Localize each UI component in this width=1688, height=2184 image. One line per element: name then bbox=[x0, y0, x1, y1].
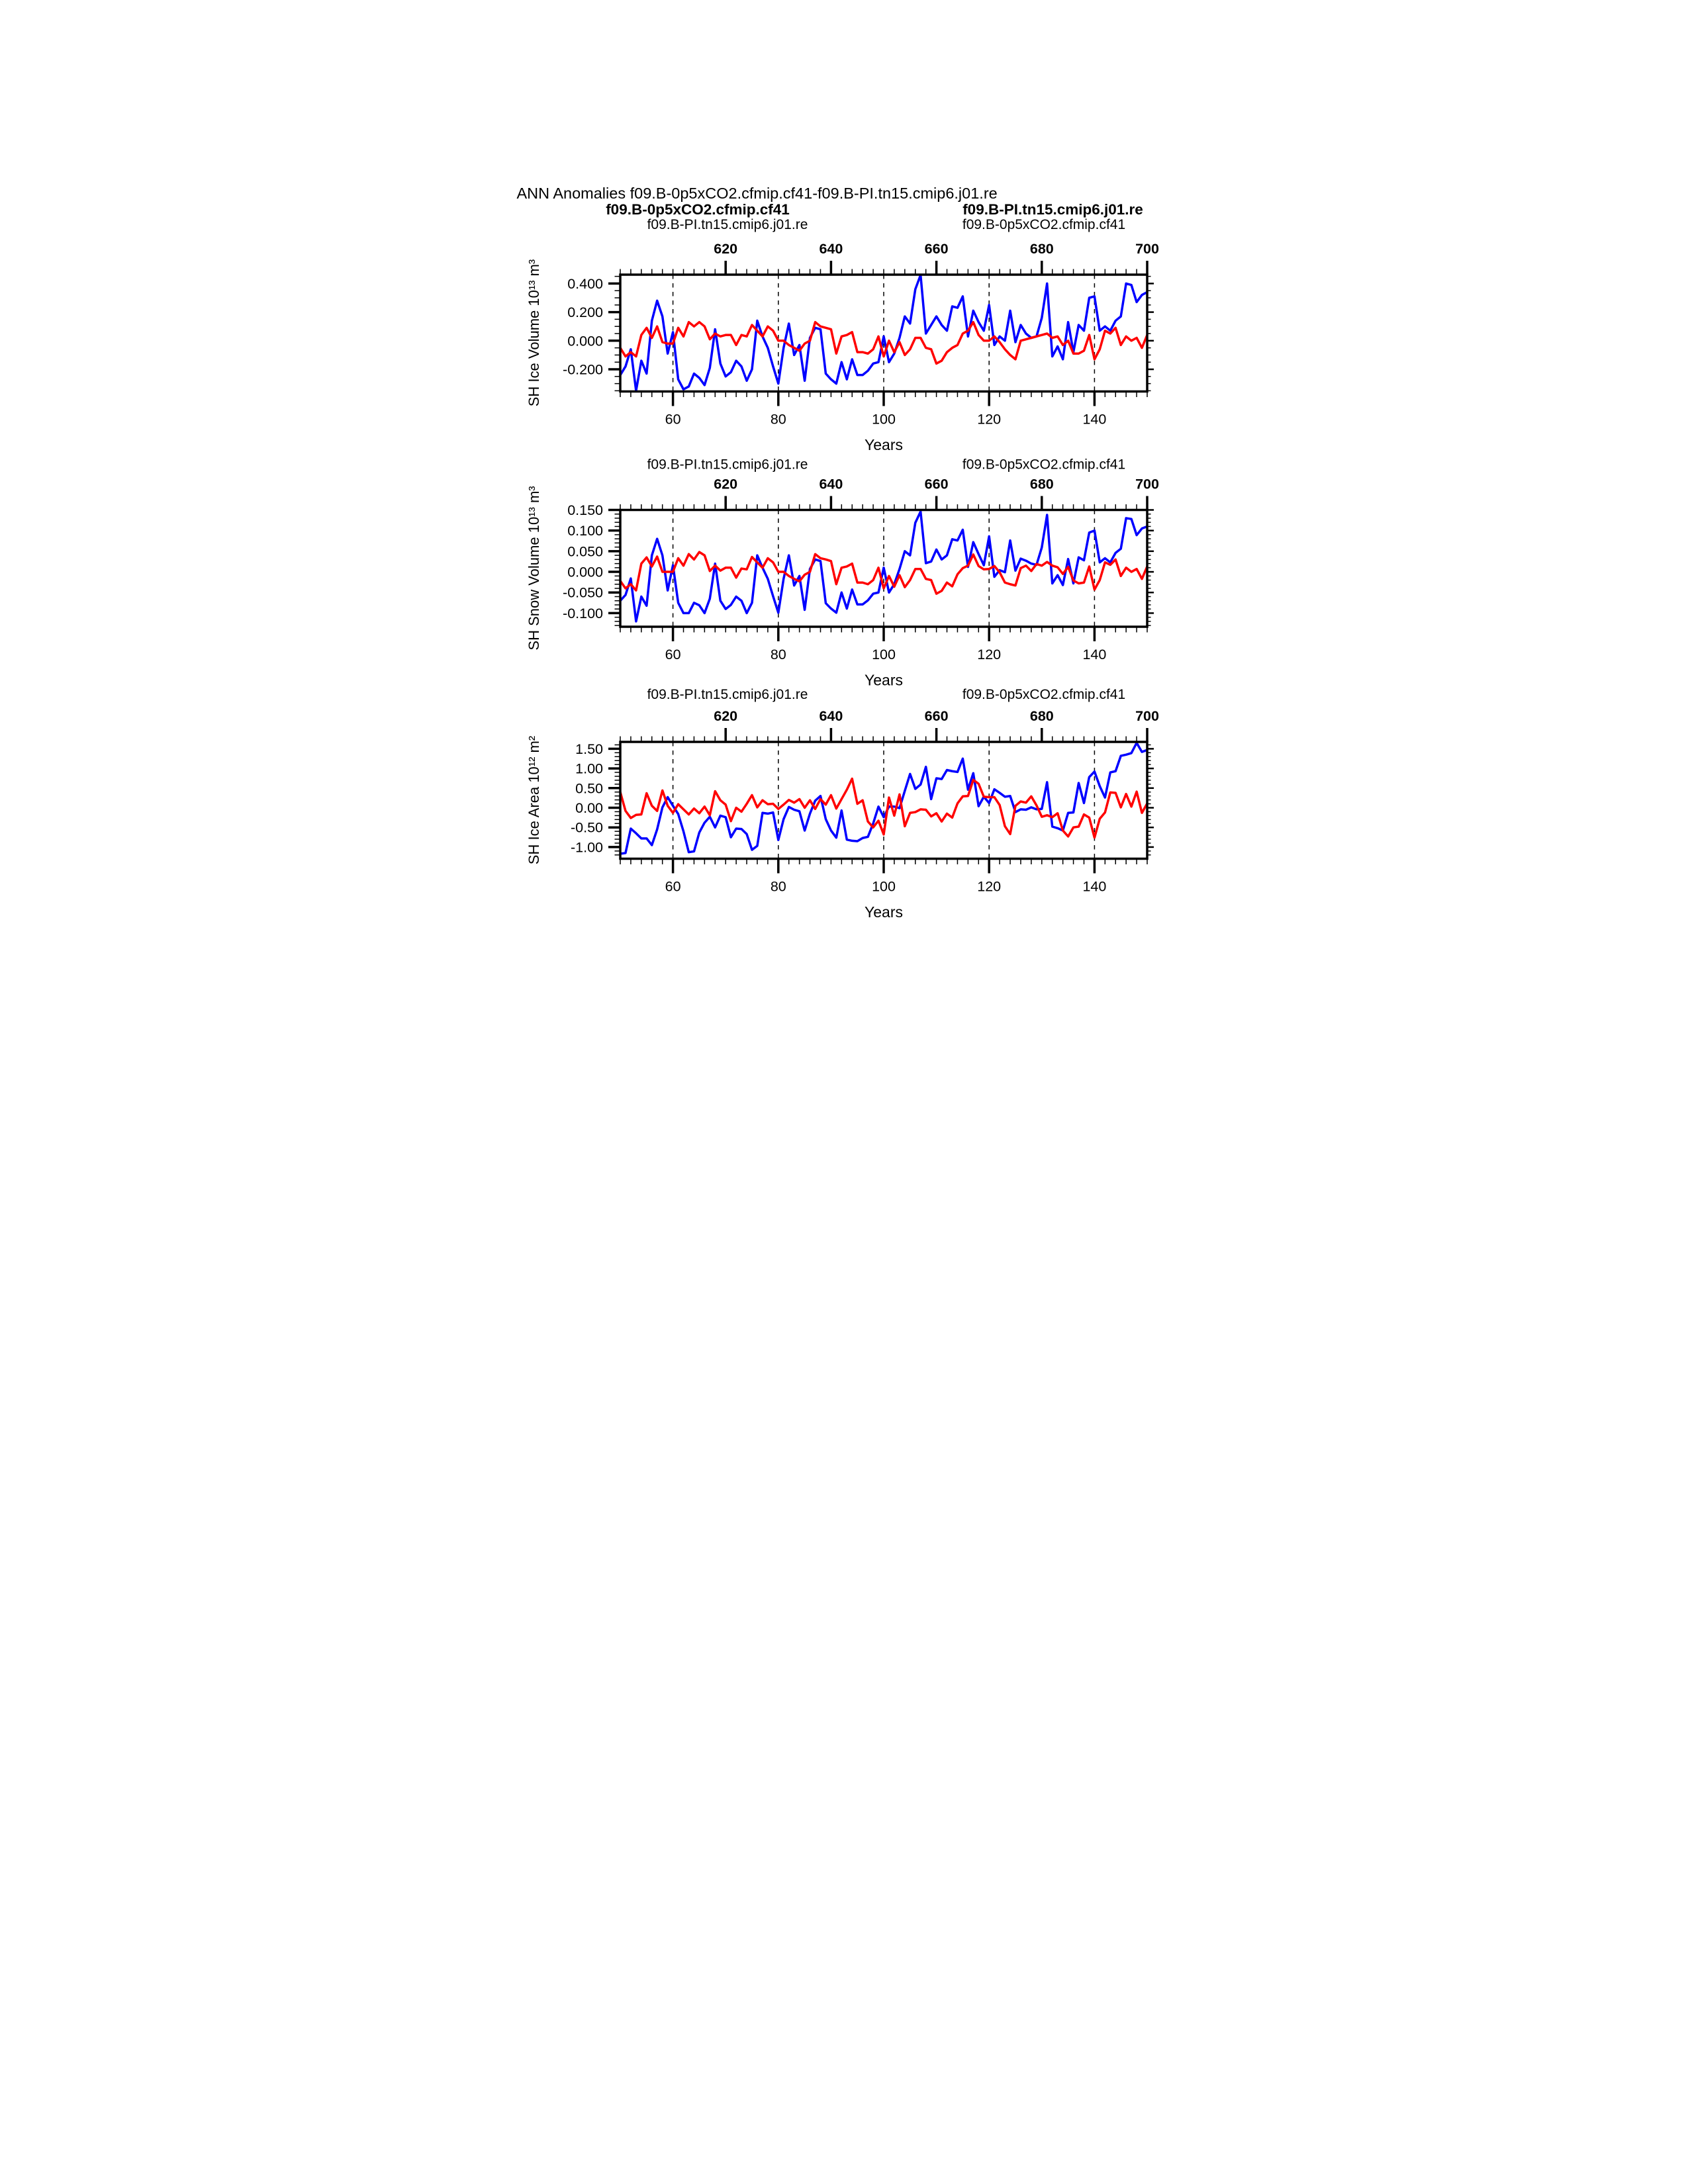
ann-anomalies-figure: 60 80 100 120 140 620 640 660 680 700 0.400 0.200 0.… bbox=[516, 185, 1159, 921]
y-tick-label: 0.000 bbox=[567, 565, 603, 580]
series-line-red bbox=[618, 320, 1149, 365]
series-line-blue bbox=[618, 510, 1149, 623]
header-legend-red-bold: f09.B-PI.tn15.cmip6.j01.re bbox=[962, 201, 1143, 218]
x-tick-label-top: 640 bbox=[819, 708, 843, 724]
x-tick-label-bottom: 80 bbox=[770, 879, 786, 895]
y-tick-label: 0.050 bbox=[567, 543, 603, 559]
x-tick-label-bottom: 120 bbox=[977, 647, 1001, 662]
x-tick-label-top: 620 bbox=[714, 241, 737, 257]
panel1-y-axis-title: SH Ice Volume 10¹³ m³ bbox=[526, 259, 542, 407]
y-tick-label: 0.400 bbox=[567, 276, 603, 292]
panel3-legend-red: f09.B-PI.tn15.cmip6.j01.re bbox=[647, 687, 808, 702]
x-tick-label-bottom: 60 bbox=[665, 412, 680, 428]
series-line-blue bbox=[618, 273, 1149, 392]
y-tick-label: 0.50 bbox=[575, 780, 603, 796]
panel3-x-axis-title: Years bbox=[865, 903, 903, 921]
figure-title: ANN Anomalies f09.B-0p5xCO2.cfmip.cf41-f… bbox=[516, 185, 997, 202]
figure-page: 60 80 100 120 140 620 640 660 680 700 0.400 0.200 0.… bbox=[422, 0, 1266, 1092]
y-tick-label: 1.50 bbox=[575, 741, 603, 757]
panel1-legend-red: f09.B-PI.tn15.cmip6.j01.re bbox=[647, 217, 808, 232]
x-tick-label-bottom: 120 bbox=[977, 412, 1001, 428]
x-tick-label-bottom: 140 bbox=[1082, 647, 1106, 662]
panel1-legend-blue: f09.B-0p5xCO2.cfmip.cf41 bbox=[962, 217, 1125, 232]
x-tick-label-top: 700 bbox=[1135, 241, 1159, 257]
x-tick-label-bottom: 140 bbox=[1082, 879, 1106, 895]
y-tick-label: -0.100 bbox=[563, 606, 603, 621]
y-tick-label: 1.00 bbox=[575, 761, 603, 777]
x-tick-label-bottom: 60 bbox=[665, 879, 680, 895]
x-tick-label-top: 620 bbox=[714, 477, 737, 492]
x-tick-label-bottom: 100 bbox=[872, 412, 896, 428]
header-legend-blue-bold: f09.B-0p5xCO2.cfmip.cf41 bbox=[606, 201, 790, 218]
y-tick-label: -0.50 bbox=[570, 820, 602, 836]
x-tick-label-top: 700 bbox=[1135, 708, 1159, 724]
x-tick-label-top: 660 bbox=[924, 241, 948, 257]
y-tick-label: -0.200 bbox=[563, 362, 603, 378]
y-tick-label: 0.150 bbox=[567, 502, 603, 518]
y-tick-label: 0.100 bbox=[567, 523, 603, 539]
x-tick-label-top: 680 bbox=[1029, 708, 1053, 724]
panel2-x-axis-title: Years bbox=[865, 672, 903, 689]
x-tick-label-bottom: 100 bbox=[872, 879, 896, 895]
panel2-y-axis-title: SH Snow Volume 10¹³ m³ bbox=[526, 486, 542, 650]
y-tick-label: -0.050 bbox=[563, 585, 603, 601]
x-tick-label-top: 680 bbox=[1029, 477, 1053, 492]
series-line-red bbox=[618, 551, 1149, 595]
series-line-red bbox=[618, 777, 1149, 839]
y-tick-label: 0.200 bbox=[567, 304, 603, 320]
x-tick-label-top: 640 bbox=[819, 477, 843, 492]
x-tick-label-bottom: 120 bbox=[977, 879, 1001, 895]
x-tick-label-bottom: 100 bbox=[872, 647, 896, 662]
x-tick-label-bottom: 80 bbox=[770, 647, 786, 662]
panel3-y-axis-title: SH Ice Area 10¹² m² bbox=[526, 736, 542, 864]
x-tick-label-top: 660 bbox=[924, 477, 948, 492]
panel3-legend-blue: f09.B-0p5xCO2.cfmip.cf41 bbox=[962, 687, 1125, 702]
panel1-x-axis-title: Years bbox=[865, 436, 903, 453]
x-tick-label-top: 640 bbox=[819, 241, 843, 257]
y-tick-label: 0.00 bbox=[575, 800, 603, 816]
x-tick-label-top: 700 bbox=[1135, 477, 1159, 492]
panel2-legend-red: f09.B-PI.tn15.cmip6.j01.re bbox=[647, 457, 808, 473]
x-tick-label-bottom: 140 bbox=[1082, 412, 1106, 428]
x-tick-label-top: 680 bbox=[1029, 241, 1053, 257]
x-tick-label-bottom: 80 bbox=[770, 412, 786, 428]
x-tick-label-top: 620 bbox=[714, 708, 737, 724]
y-tick-label: 0.000 bbox=[567, 333, 603, 349]
panel2-legend-blue: f09.B-0p5xCO2.cfmip.cf41 bbox=[962, 457, 1125, 473]
x-tick-label-top: 660 bbox=[924, 708, 948, 724]
series-line-blue bbox=[618, 741, 1149, 855]
x-tick-label-bottom: 60 bbox=[665, 647, 680, 662]
y-tick-label: -1.00 bbox=[570, 839, 602, 855]
